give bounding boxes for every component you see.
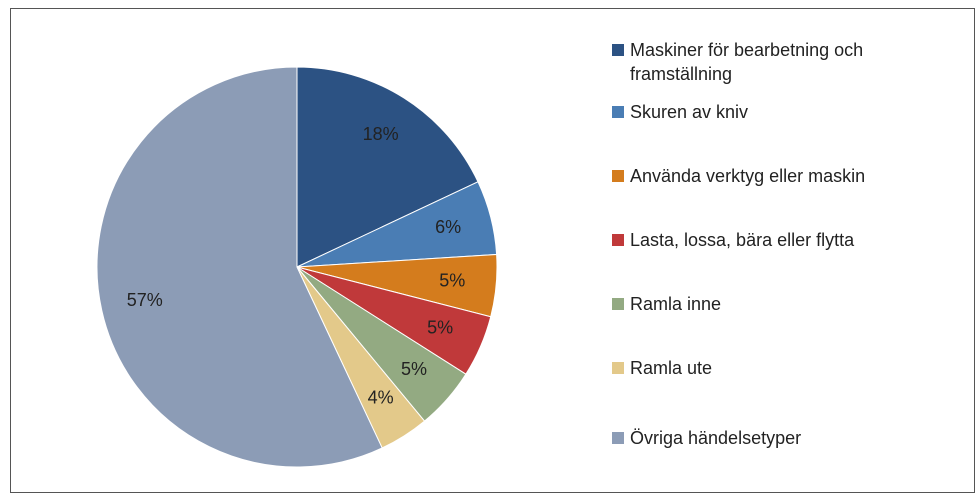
- legend-label: Övriga händelsetyper: [630, 428, 802, 448]
- legend-label: Maskiner för bearbetning och framställni…: [630, 40, 864, 84]
- legend-label: Ramla inne: [630, 294, 722, 314]
- data-label: 18%: [363, 124, 399, 144]
- border: [10, 8, 975, 493]
- data-label: 6%: [435, 217, 461, 237]
- legend-swatch: [612, 44, 624, 56]
- data-label: 5%: [439, 270, 465, 290]
- legend-swatch: [612, 362, 624, 374]
- legend-label: Använda verktyg eller maskin: [630, 166, 866, 186]
- pie-slice: [296, 66, 479, 268]
- data-label: 4%: [368, 387, 394, 407]
- legend-swatch: [612, 234, 624, 246]
- data-label: 5%: [401, 359, 427, 379]
- legend-swatch: [612, 170, 624, 182]
- legend-swatch: [612, 106, 624, 118]
- legend-label: Lasta, lossa, bära eller flytta: [630, 230, 855, 250]
- legend-swatch: [612, 432, 624, 444]
- legend-label: Skuren av kniv: [630, 102, 749, 122]
- pie-slice: [96, 66, 383, 468]
- data-label: 57%: [127, 290, 163, 310]
- legend-swatch: [612, 298, 624, 310]
- data-label: 5%: [427, 318, 453, 338]
- legend-label: Ramla ute: [630, 358, 713, 378]
